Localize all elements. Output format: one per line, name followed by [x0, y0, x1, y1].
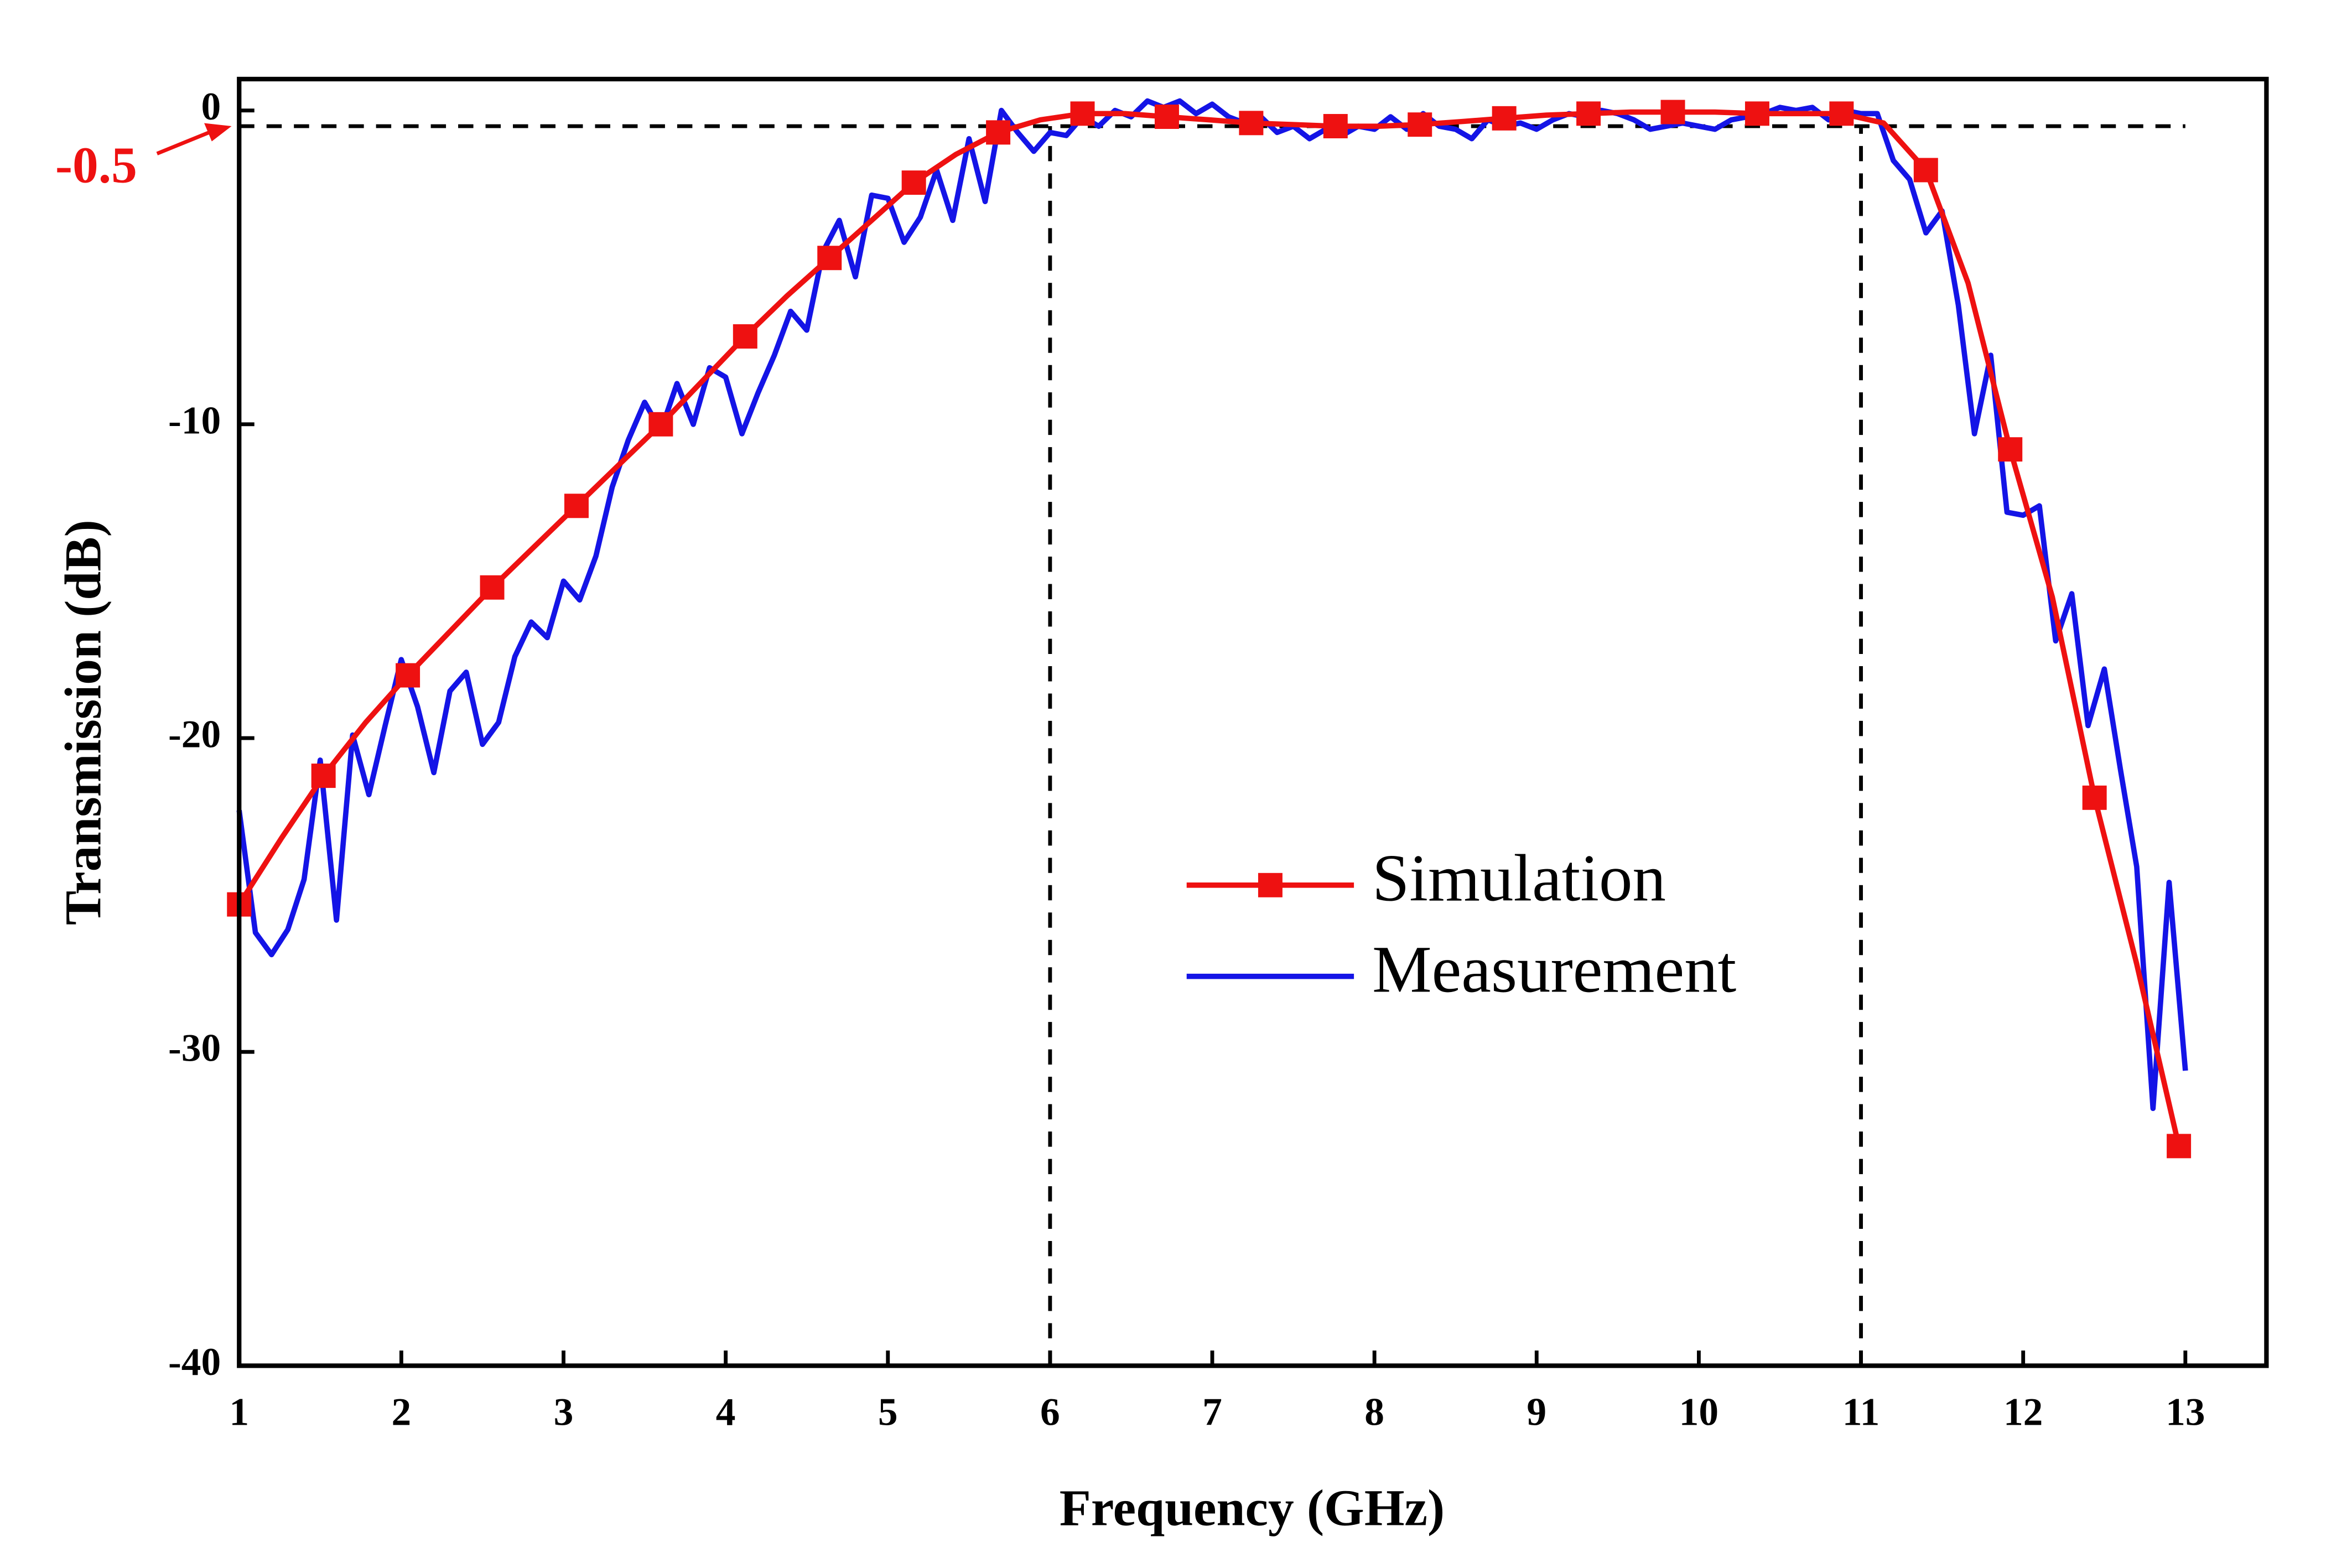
marker — [1070, 101, 1095, 126]
marker — [817, 246, 842, 271]
marker — [1998, 437, 2023, 462]
plot-frame — [237, 76, 2269, 1368]
marker — [1323, 114, 1348, 139]
y-tick-label: -10 — [168, 398, 221, 442]
marker — [1492, 106, 1517, 131]
annotation-arrow — [156, 129, 214, 155]
x-tick-label: 6 — [1040, 1390, 1060, 1434]
x-tick-label: 9 — [1527, 1390, 1546, 1434]
series-line — [236, 98, 2188, 1112]
x-axis-title: Frequency (GHz) — [1060, 1479, 1445, 1536]
marker — [1408, 112, 1432, 137]
marker — [1154, 105, 1179, 129]
x-tick-label: 13 — [2166, 1390, 2205, 1434]
x-tick-label: 3 — [554, 1390, 574, 1434]
marker — [901, 170, 926, 195]
marker — [1829, 101, 1854, 126]
x-tick-label: 2 — [392, 1390, 412, 1434]
x-tick-label: 8 — [1364, 1390, 1384, 1434]
marker — [396, 663, 420, 688]
marker — [480, 575, 505, 600]
x-tick-label: 7 — [1202, 1390, 1222, 1434]
marker — [986, 120, 1011, 145]
marker — [1576, 101, 1601, 126]
y-axis-title: Transmission (dB) — [55, 520, 112, 925]
marker — [2082, 785, 2107, 810]
marker — [1660, 100, 1685, 124]
y-tick-label: 0 — [201, 85, 221, 128]
legend-marker — [1258, 873, 1283, 897]
x-tick-label: 5 — [878, 1390, 898, 1434]
marker — [733, 324, 757, 349]
marker — [564, 494, 589, 518]
y-tick-label: -40 — [168, 1340, 221, 1384]
x-tick-label: 1 — [229, 1390, 249, 1434]
legend-label: Simulation — [1372, 842, 1666, 916]
marker — [1239, 111, 1264, 136]
x-tick-label: 12 — [2003, 1390, 2043, 1434]
marker — [648, 412, 673, 437]
x-tick-label: 11 — [1842, 1390, 1880, 1434]
annotation-arrowhead — [204, 123, 232, 142]
y-tick-label: -20 — [168, 712, 221, 756]
legend-label: Measurement — [1372, 932, 1736, 1006]
series-line — [237, 109, 2182, 1147]
marker — [2167, 1134, 2192, 1159]
marker — [311, 764, 336, 788]
marker — [1744, 101, 1769, 126]
annotation-label: -0.5 — [55, 137, 137, 194]
x-tick-label: 10 — [1679, 1390, 1718, 1434]
x-tick-label: 4 — [716, 1390, 736, 1434]
marker — [1913, 158, 1938, 183]
y-tick-label: -30 — [168, 1026, 221, 1070]
